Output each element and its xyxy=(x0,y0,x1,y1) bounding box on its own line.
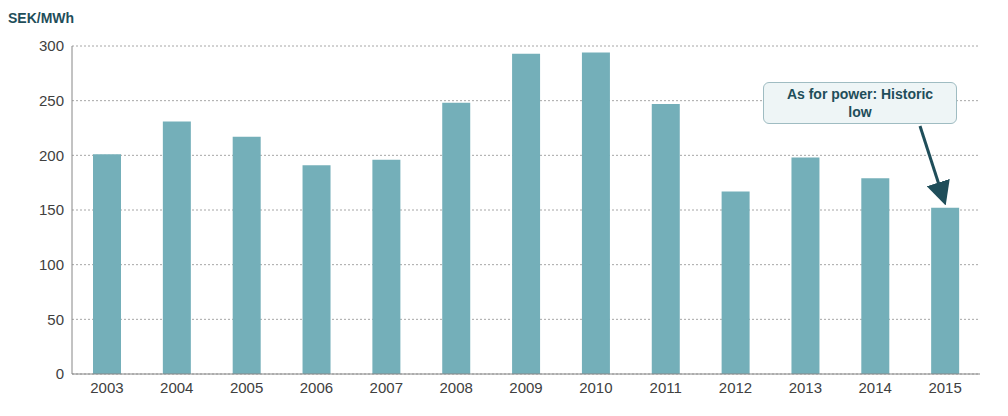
svg-text:2008: 2008 xyxy=(439,379,472,396)
svg-text:2004: 2004 xyxy=(160,379,193,396)
svg-text:2009: 2009 xyxy=(509,379,542,396)
svg-text:2015: 2015 xyxy=(928,379,961,396)
svg-text:250: 250 xyxy=(39,92,64,109)
svg-text:2003: 2003 xyxy=(90,379,123,396)
svg-text:150: 150 xyxy=(39,201,64,218)
svg-text:2013: 2013 xyxy=(789,379,822,396)
svg-text:2011: 2011 xyxy=(650,379,682,396)
svg-text:200: 200 xyxy=(39,147,64,164)
svg-text:2005: 2005 xyxy=(230,379,263,396)
svg-text:2014: 2014 xyxy=(859,379,892,396)
svg-text:2012: 2012 xyxy=(719,379,752,396)
svg-text:0: 0 xyxy=(56,365,64,382)
svg-text:2010: 2010 xyxy=(579,379,612,396)
svg-text:100: 100 xyxy=(39,256,64,273)
svg-text:2007: 2007 xyxy=(370,379,403,396)
svg-text:50: 50 xyxy=(47,311,64,328)
html-text:SEK/MWh: SEK/MWh xyxy=(8,10,75,26)
html-text:As for power: Historic low: As for power: Historic low xyxy=(786,86,934,120)
svg-text:2006: 2006 xyxy=(300,379,333,396)
svg-text:300: 300 xyxy=(39,37,64,54)
